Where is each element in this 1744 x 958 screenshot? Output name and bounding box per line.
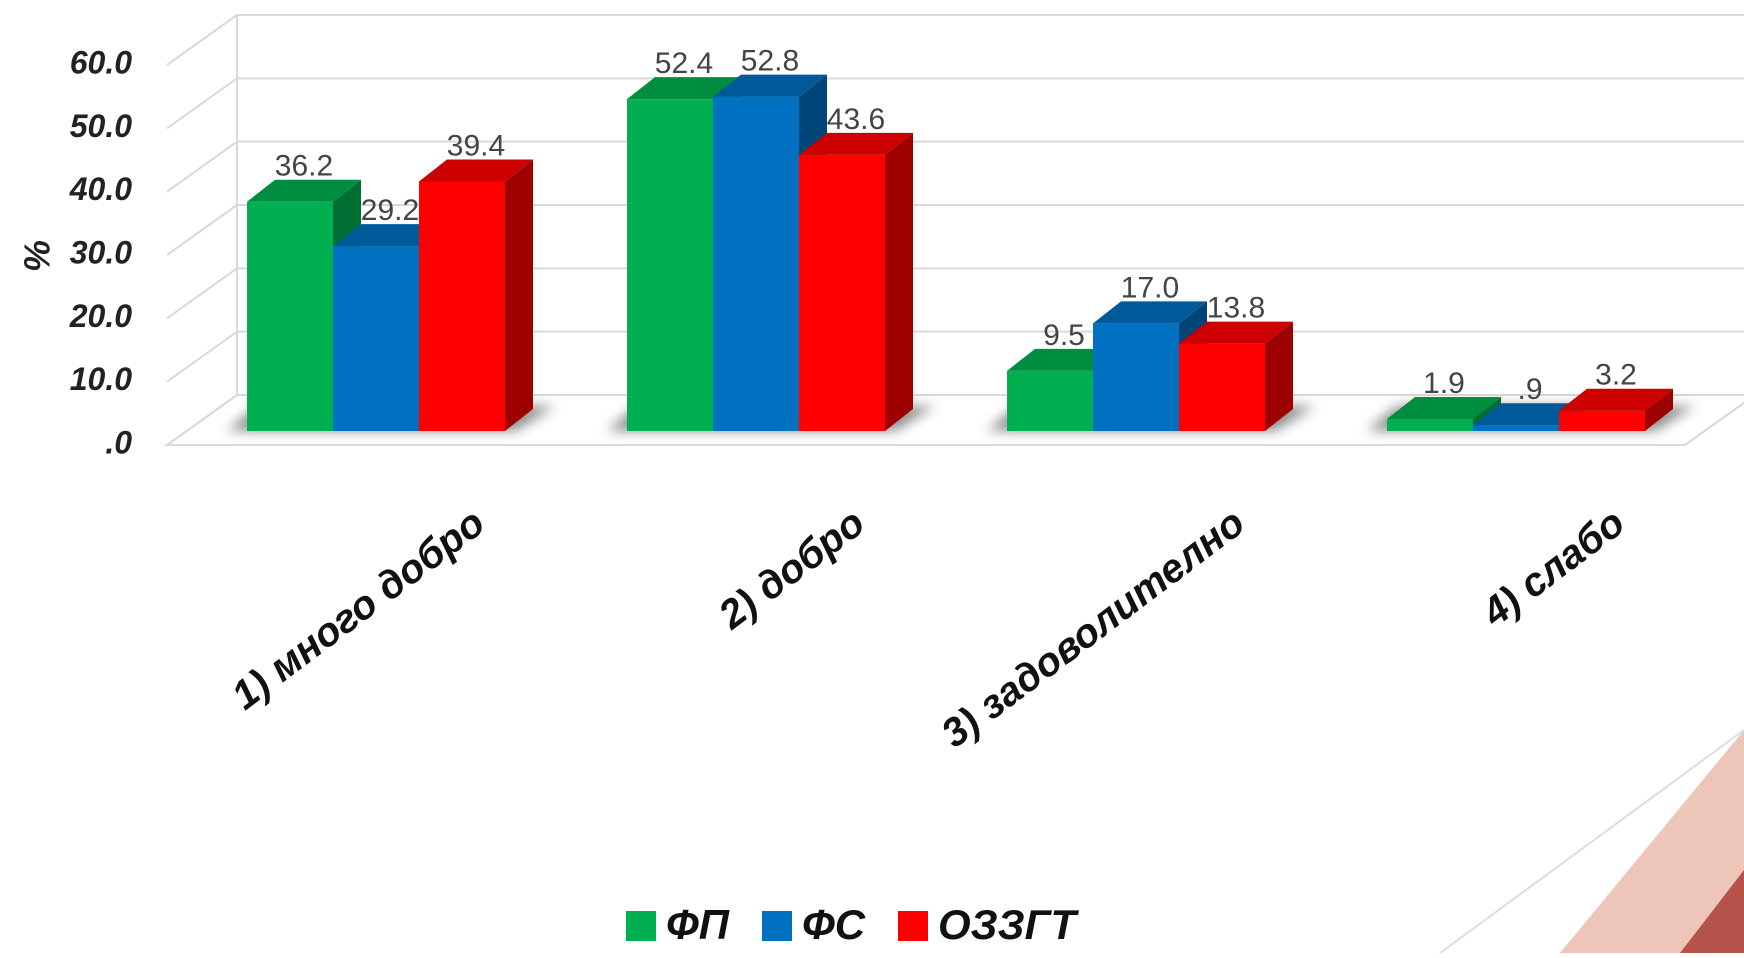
legend-swatch — [898, 911, 928, 941]
value-label: 13.8 — [1207, 292, 1265, 325]
bar — [799, 154, 885, 431]
bar-top — [627, 77, 741, 100]
bar-3d — [1387, 396, 1501, 431]
bar-top — [247, 179, 361, 202]
side-grid-line — [166, 394, 238, 446]
decor-triangle — [1560, 730, 1744, 953]
bar — [1093, 323, 1179, 431]
bar-top — [1093, 301, 1207, 324]
bar-3d — [419, 159, 533, 431]
bar-top — [799, 132, 913, 155]
bar — [627, 99, 713, 431]
decor-line — [1439, 729, 1744, 954]
x-tick-label: 3) задоволително — [933, 500, 1252, 756]
bar-3d — [1559, 388, 1673, 431]
side-grid-line — [166, 267, 238, 320]
value-label: .9 — [1517, 373, 1542, 406]
value-label: 3.2 — [1595, 359, 1637, 392]
legend-label: ОЗЗГТ — [938, 901, 1079, 948]
side-grid-line — [166, 330, 238, 383]
y-tick-label: 30.0 — [70, 234, 132, 270]
side-grid-line — [166, 204, 238, 256]
bar — [1179, 343, 1265, 431]
legend-label: ФП — [666, 901, 730, 948]
bar-3d — [799, 132, 913, 431]
bar — [1007, 370, 1093, 431]
bar-top — [1473, 403, 1587, 426]
x-tick-label: 2) добро — [710, 500, 873, 638]
side-grid-line — [166, 140, 238, 193]
bar-top — [1007, 348, 1121, 371]
bar — [333, 246, 419, 431]
value-label: 52.4 — [655, 47, 713, 80]
bar — [419, 181, 505, 431]
side-grid-line — [166, 14, 238, 66]
bar-top — [1559, 388, 1673, 411]
bar — [247, 201, 333, 431]
bar-top — [713, 74, 827, 97]
bar-top — [419, 159, 533, 182]
value-label: 29.2 — [361, 194, 419, 227]
y-axis-label: % — [17, 240, 58, 272]
legend-label: ФС — [802, 901, 866, 948]
bar — [1387, 418, 1473, 431]
y-tick-label: 50.0 — [70, 108, 132, 144]
decor-triangle — [1680, 870, 1744, 953]
legend-swatch — [762, 911, 792, 941]
bar-top — [1387, 396, 1501, 419]
value-label: 52.8 — [741, 45, 799, 78]
value-label: 1.9 — [1423, 367, 1465, 400]
value-label: 17.0 — [1121, 271, 1179, 304]
bar-3d — [1179, 321, 1293, 431]
x-tick-label: 1) много добро — [224, 500, 493, 718]
bar-side — [1265, 321, 1293, 431]
value-label: 9.5 — [1043, 319, 1085, 352]
bar-side — [505, 159, 533, 431]
y-tick-label: 40.0 — [69, 171, 132, 207]
bar-top — [1179, 321, 1293, 344]
y-tick-label: .0 — [105, 424, 132, 460]
bar-side — [885, 132, 913, 431]
y-tick-label: 60.0 — [70, 44, 132, 80]
legend-swatch — [626, 911, 656, 941]
y-tick-label: 10.0 — [70, 361, 132, 397]
x-tick-label: 4) слабо — [1474, 500, 1633, 635]
bar-top — [333, 224, 447, 247]
side-grid-line — [166, 77, 238, 130]
bar-side — [1645, 388, 1673, 431]
bar — [1559, 410, 1645, 431]
value-label: 36.2 — [275, 150, 333, 183]
value-label: 43.6 — [827, 103, 885, 136]
bar — [1473, 425, 1559, 431]
value-label: 39.4 — [447, 129, 505, 162]
y-tick-label: 20.0 — [69, 298, 132, 334]
bar — [713, 96, 799, 431]
